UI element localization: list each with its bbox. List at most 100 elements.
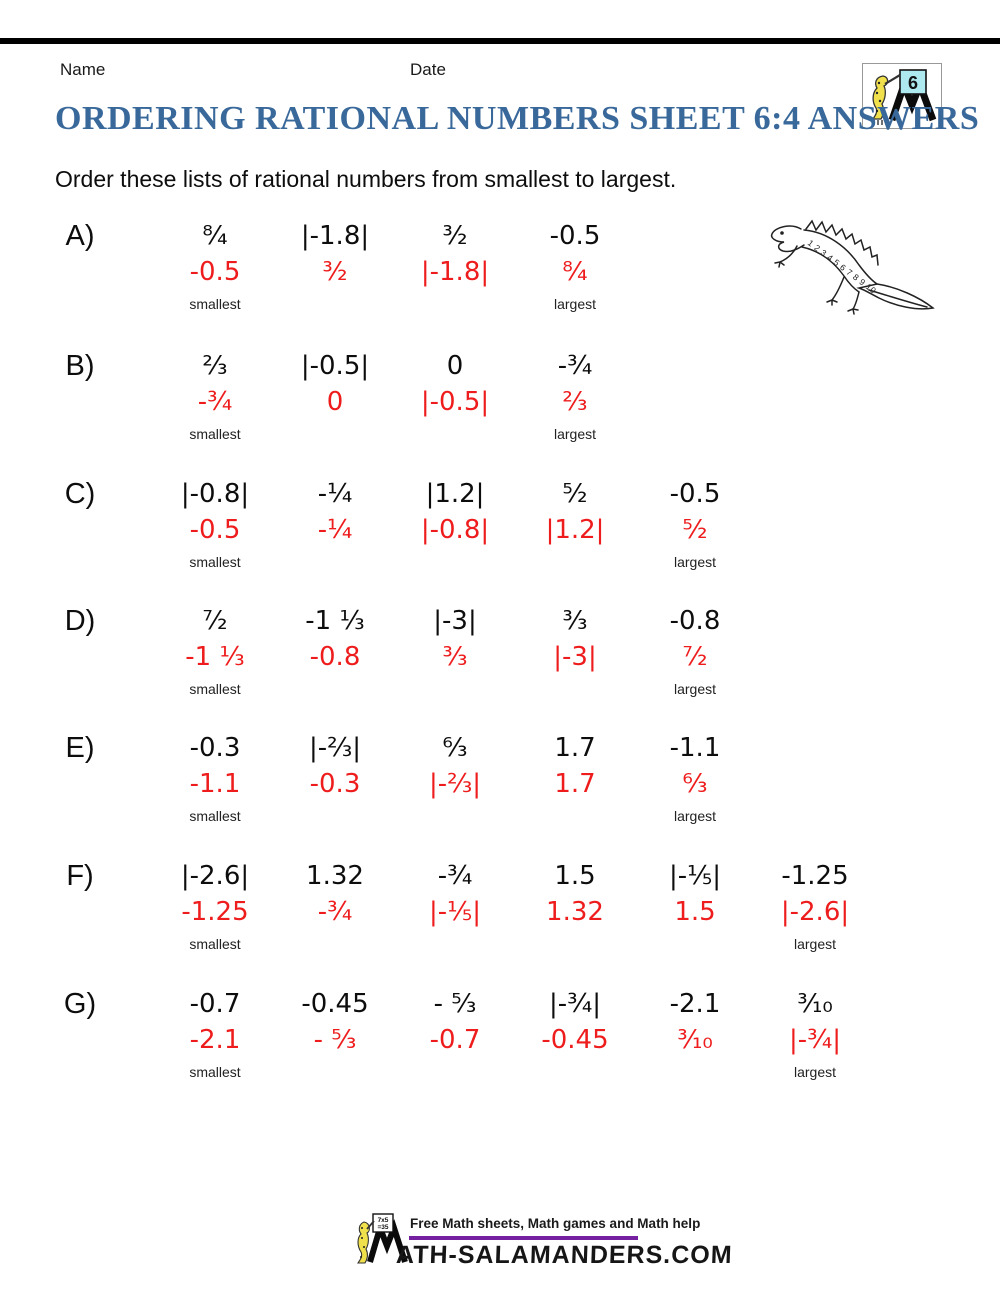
question-value: - ⁵⁄₃ — [433, 989, 477, 1019]
footer: 7x5 =35 Free Math sheets, Math games and… — [0, 1208, 1000, 1278]
question-value: 1.32 — [306, 861, 364, 891]
answer-value: -1.25 — [181, 897, 249, 927]
instruction-text: Order these lists of rational numbers fr… — [55, 166, 677, 192]
date-label: Date — [410, 60, 446, 79]
question-value: -0.3 — [189, 733, 241, 763]
question-value: |-1.8| — [300, 221, 370, 251]
smallest-label: smallest — [189, 808, 241, 824]
answer-value: ⁸⁄₄ — [562, 257, 588, 287]
footer-tagline: Free Math sheets, Math games and Math he… — [410, 1216, 701, 1231]
answer-value: |-1.8| — [420, 257, 490, 287]
smallest-label: smallest — [189, 296, 241, 312]
salamander-illustration-icon: 1 2 3 4 5 6 7 8 9 10 — [770, 219, 935, 315]
answer-value: -0.5 — [189, 257, 241, 287]
smallest-label: smallest — [189, 936, 241, 952]
answer-value: 1.32 — [546, 897, 604, 927]
question-value: -1 ⅓ — [305, 606, 365, 636]
question-value: ³⁄₃ — [562, 606, 588, 636]
problem-letter: A) — [65, 220, 95, 252]
answer-value: ³⁄₂ — [322, 257, 348, 287]
problem-letter: C) — [64, 478, 96, 510]
problem-letter: F) — [66, 860, 94, 892]
answer-value: |-2.6| — [780, 897, 850, 927]
salamander-eye — [780, 231, 784, 235]
question-value: -0.7 — [189, 989, 241, 1019]
question-value: -0.8 — [669, 606, 721, 636]
answer-value: |-⅔| — [428, 769, 482, 799]
answer-value: 1.5 — [674, 897, 716, 927]
answer-value: -¾ — [317, 897, 353, 927]
question-value: -0.5 — [669, 479, 721, 509]
answer-value: ⁵⁄₂ — [682, 515, 708, 545]
logo-number: 6 — [908, 73, 918, 93]
question-value: |-2.6| — [180, 861, 250, 891]
logo-chair-legs — [873, 120, 887, 125]
largest-label: largest — [673, 808, 717, 824]
answer-value: -¾ — [197, 387, 233, 417]
answer-value: ⁷⁄₂ — [682, 642, 708, 672]
question-value: -¼ — [317, 479, 353, 509]
answer-value: -1 ⅓ — [185, 642, 245, 672]
smallest-label: smallest — [189, 681, 241, 697]
answer-value: |-¾| — [788, 1025, 842, 1055]
answer-value: -0.45 — [541, 1025, 609, 1055]
question-value: |-0.5| — [300, 351, 370, 381]
largest-label: largest — [793, 936, 837, 952]
footer-salamander-icon — [356, 1221, 370, 1264]
footer-salamander-spots — [360, 1227, 365, 1258]
question-value: 0 — [446, 351, 464, 381]
answer-value: - ⁵⁄₃ — [313, 1025, 357, 1055]
problem-letter: G) — [63, 988, 97, 1020]
problem-row: C) |-0.8| -¼ |1.2| ⁵⁄₂ -0.5 -0.5 -¼ |-0.8| |1.2| ⁵… — [0, 478, 1000, 598]
largest-label: largest — [793, 1064, 837, 1080]
name-label: Name — [60, 60, 106, 79]
logo-board — [899, 69, 927, 95]
answer-value: -0.7 — [429, 1025, 481, 1055]
smallest-label: smallest — [189, 426, 241, 442]
answer-value: -2.1 — [189, 1025, 241, 1055]
question-value: -1.25 — [781, 861, 849, 891]
brand-logo: 6 — [862, 63, 942, 129]
footer-salamander-arm — [366, 1220, 375, 1230]
question-value: -¾ — [557, 351, 593, 381]
answer-value: -0.8 — [309, 642, 361, 672]
question-value: -0.5 — [549, 221, 601, 251]
answer-value: ²⁄₃ — [562, 387, 588, 417]
logo-salamander-icon — [871, 75, 889, 120]
problem-row: G) -0.7 -0.45 - ⁵⁄₃ |-¾| -2.1 ³⁄₁₀ -2.1 - ⁵⁄₃ -0.… — [0, 988, 1000, 1108]
question-value: |-¾| — [548, 989, 602, 1019]
problem-row: E) -0.3 |-⅔| ⁶⁄₃ 1.7 -1.1 -1.1 -0.3 |-⅔| 1.7 ⁶⁄₃ sm… — [0, 732, 1000, 852]
largest-label: largest — [553, 426, 597, 442]
question-value: |-3| — [433, 606, 477, 636]
footer-logo: 7x5 =35 — [356, 1213, 408, 1264]
problem-letter: D) — [64, 605, 96, 637]
answer-value: -1.1 — [189, 769, 241, 799]
footer-board-line2: =35 — [377, 1224, 388, 1231]
answer-value: |1.2| — [545, 515, 605, 545]
footer-divider — [409, 1236, 638, 1240]
answer-value: -0.3 — [309, 769, 361, 799]
answer-value: -¼ — [317, 515, 353, 545]
top-double-rule — [0, 38, 1000, 44]
logo-salamander-arm — [884, 74, 901, 85]
problem-letter: B) — [65, 350, 95, 382]
problem-letter: E) — [65, 732, 95, 764]
footer-board-line1: 7x5 — [378, 1217, 389, 1224]
answer-value: |-0.8| — [420, 515, 490, 545]
question-value: ⁶⁄₃ — [442, 733, 468, 763]
logo-m-icon — [888, 74, 937, 122]
question-value: ³⁄₂ — [442, 221, 468, 251]
answer-value: |-3| — [553, 642, 597, 672]
footer-site-text[interactable]: ATH-SALAMANDERS.COM — [395, 1241, 734, 1269]
question-value: -0.45 — [301, 989, 369, 1019]
question-value: 1.5 — [554, 861, 596, 891]
question-value: |-⅕| — [668, 861, 722, 891]
answer-value: ³⁄₃ — [442, 642, 468, 672]
answer-value: ³⁄₁₀ — [677, 1025, 713, 1055]
question-value: ³⁄₁₀ — [797, 989, 833, 1019]
question-value: ⁷⁄₂ — [202, 606, 228, 636]
problem-row: F) |-2.6| 1.32 -¾ 1.5 |-⅕| -1.25 -1.25 -¾ |-⅕| 1.3… — [0, 860, 1000, 980]
smallest-label: smallest — [189, 554, 241, 570]
